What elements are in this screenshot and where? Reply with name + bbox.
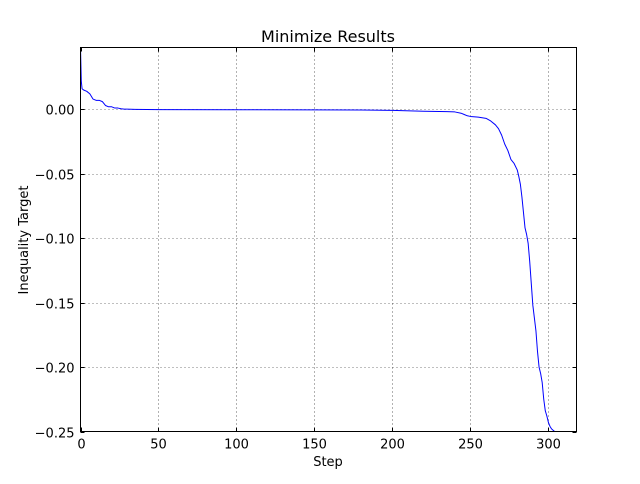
y-tick-label: 0.00 (46, 104, 75, 119)
y-tick-label: −0.20 (35, 362, 75, 377)
x-axis-label: Step (313, 455, 343, 470)
x-tick-label: 100 (224, 438, 249, 453)
x-tick-label: 250 (458, 438, 483, 453)
chart-title: Minimize Results (261, 27, 395, 46)
y-tick-label: −0.25 (35, 427, 75, 442)
x-tick-label: 200 (380, 438, 405, 453)
tick-layer: 0 50 100 150 200 250 300 0.00 −0.05 −0.10 −0.15 −0.… (35, 47, 577, 453)
x-tick-label: 300 (536, 438, 561, 453)
x-tick-label: 0 (77, 438, 85, 453)
y-tick-label: −0.15 (35, 298, 75, 313)
x-tick-label: 150 (302, 438, 327, 453)
y-tick-label: −0.05 (35, 169, 75, 184)
series-line (80, 47, 577, 432)
plot-frame (80, 47, 577, 432)
line-layer (80, 47, 577, 432)
x-tick-label: 50 (150, 438, 167, 453)
y-tick-label: −0.10 (35, 233, 75, 248)
y-axis-label: Inequality Target (17, 186, 32, 295)
